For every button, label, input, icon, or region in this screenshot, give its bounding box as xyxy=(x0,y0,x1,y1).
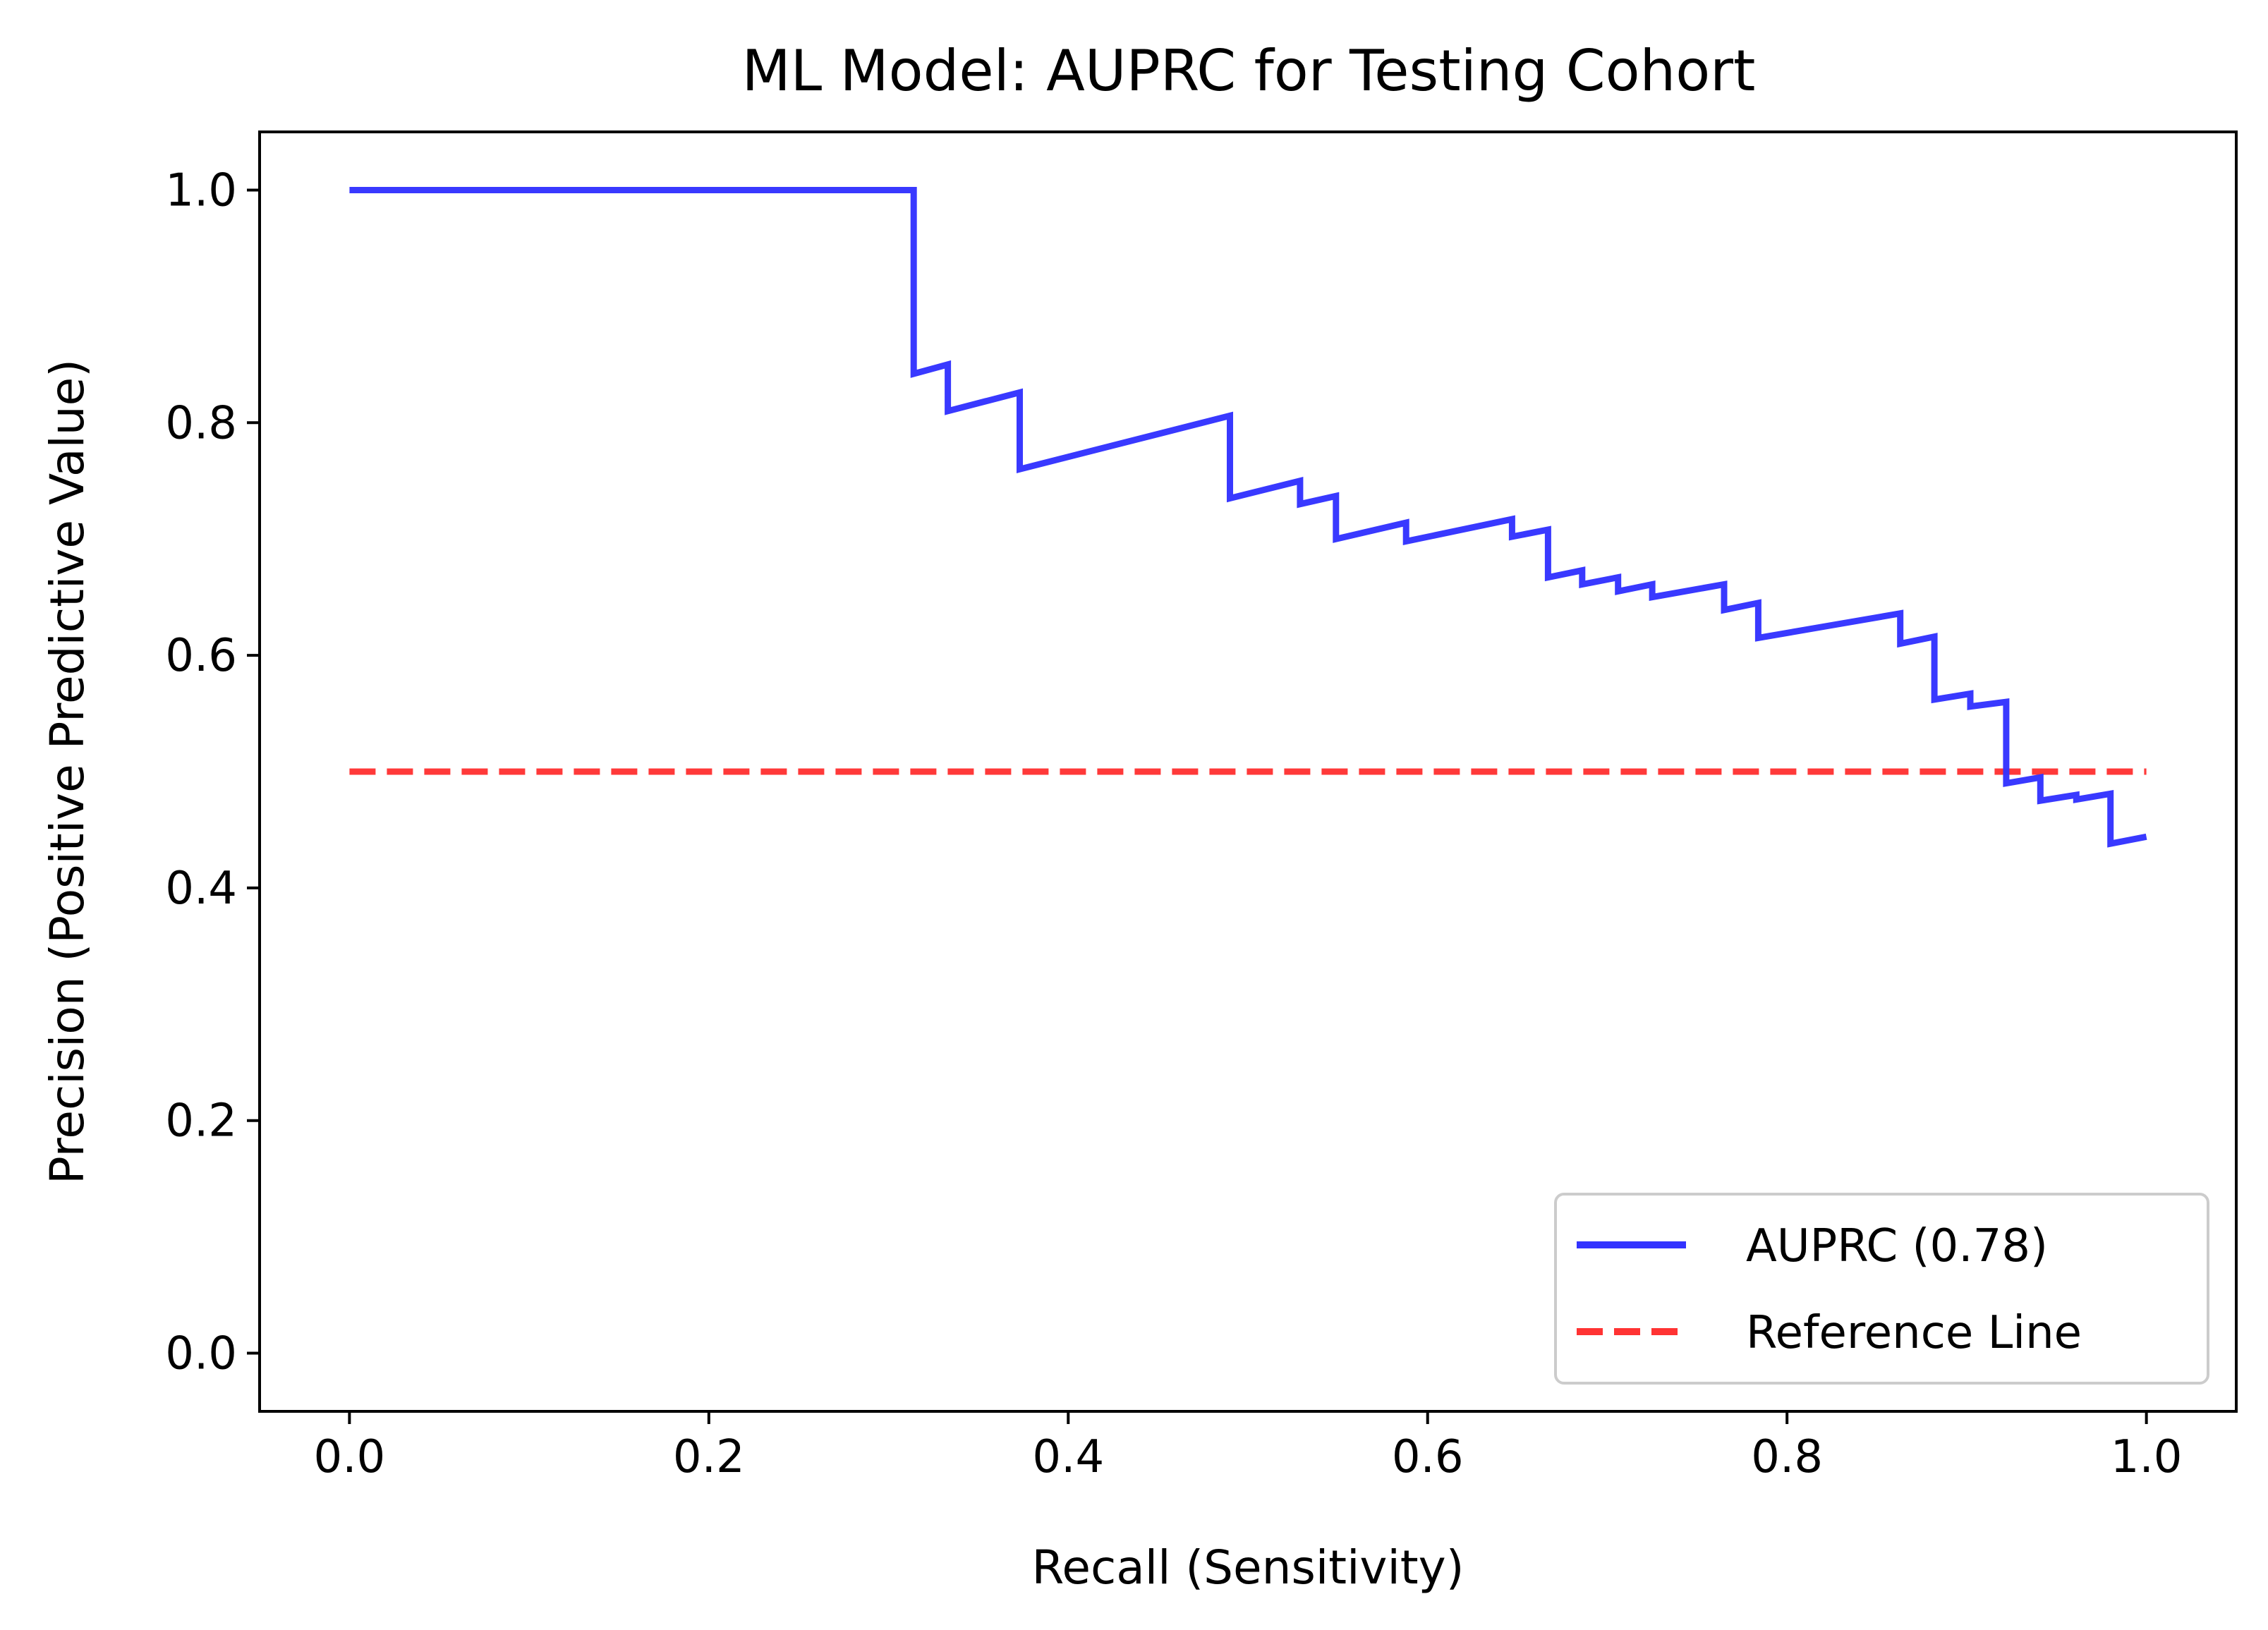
x-tick-label: 0.6 xyxy=(1392,1431,1464,1483)
x-tick-label: 1.0 xyxy=(2111,1431,2183,1483)
y-tick-label: 0.8 xyxy=(165,397,237,449)
x-tick-label: 0.2 xyxy=(673,1431,745,1483)
y-tick-label: 0.0 xyxy=(165,1328,237,1380)
chart-title: ML Model: AUPRC for Testing Cohort xyxy=(742,38,1756,104)
x-tick-label: 0.8 xyxy=(1751,1431,1823,1483)
x-tick-label: 0.4 xyxy=(1032,1431,1104,1483)
x-axis-label: Recall (Sensitivity) xyxy=(1032,1540,1465,1595)
legend-label-reference: Reference Line xyxy=(1746,1307,2082,1359)
legend: AUPRC (0.78) Reference Line xyxy=(1554,1193,2209,1385)
y-tick-label: 0.2 xyxy=(165,1095,237,1148)
auprc-curve xyxy=(349,187,2147,848)
axis-ticks: 0.0 0.2 0.4 0.6 0.8 1.0 0.0 0.2 0.4 0.6 0.8 1.0 xyxy=(165,164,2182,1483)
y-tick-label: 0.6 xyxy=(165,630,237,682)
plot-frame xyxy=(258,130,2238,1413)
plot-area xyxy=(349,187,2147,848)
x-tick-label: 0.0 xyxy=(313,1431,385,1483)
y-tick-label: 0.4 xyxy=(165,863,237,915)
legend-box xyxy=(1554,1193,2209,1385)
y-axis-label: Precision (Positive Predictive Value) xyxy=(40,359,95,1184)
y-tick-label: 1.0 xyxy=(165,164,237,217)
legend-label-auprc: AUPRC (0.78) xyxy=(1746,1220,2048,1272)
